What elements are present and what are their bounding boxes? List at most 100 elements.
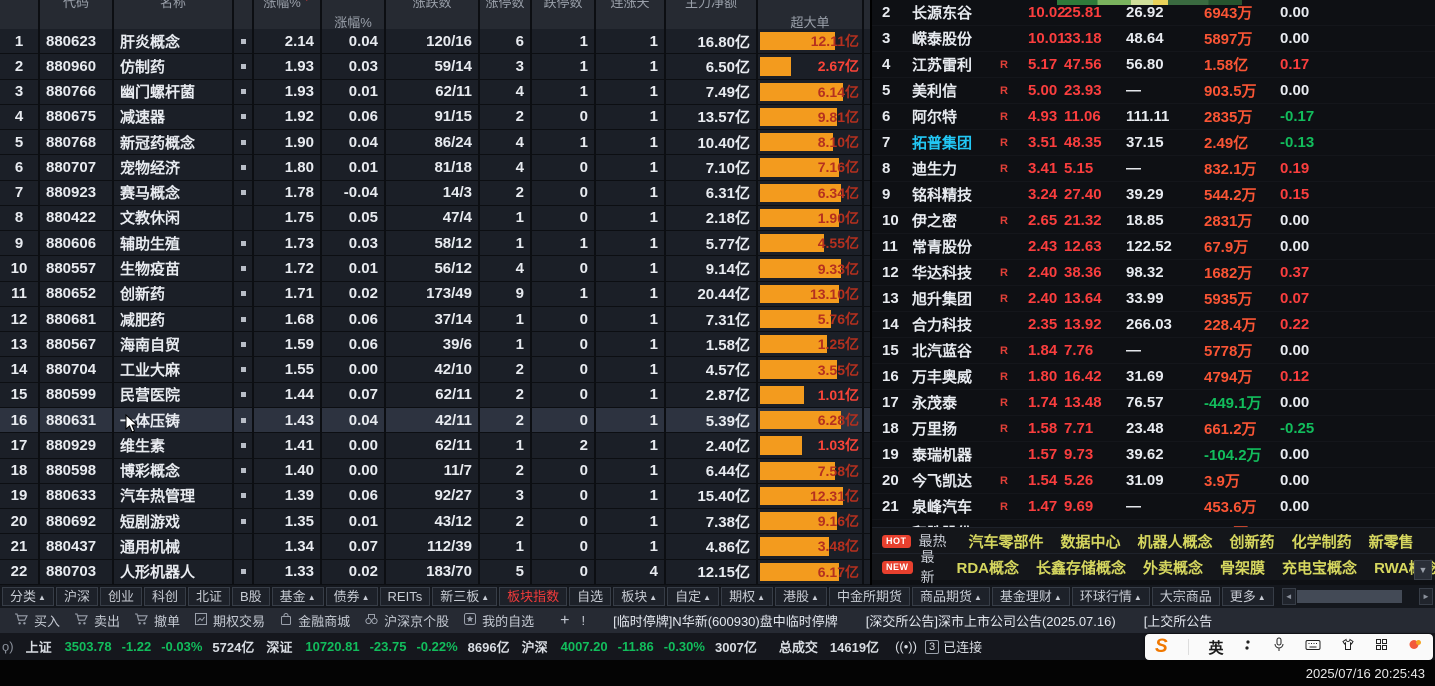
stock-row[interactable]: 9 铭科精技 3.24 27.40 39.29 544.2万 0.15 <box>872 182 1435 208</box>
tab-科创[interactable]: 科创 <box>143 587 186 606</box>
tab-基金[interactable]: 基金 ▲ <box>271 587 324 606</box>
alert-icon[interactable]: ! <box>581 613 586 628</box>
tab-北证[interactable]: 北证 <box>187 587 230 606</box>
tab-B股[interactable]: B股 <box>232 587 270 606</box>
tab-商品期货[interactable]: 商品期货 ▲ <box>911 587 990 606</box>
toolbar-button-金融商城[interactable]: 金融商城 <box>279 611 350 630</box>
tab-创业[interactable]: 创业 <box>99 587 142 606</box>
sector-row[interactable]: 3 880766 幽门螺杆菌 1.93 0.01 62/11 4 1 1 7.49亿 6.14亿 <box>0 79 870 105</box>
scroll-right-icon[interactable]: ► <box>1419 588 1433 605</box>
sector-row[interactable]: 22 880703 人形机器人 1.33 0.02 183/70 5 0 4 12.15亿 6.17… <box>0 559 870 585</box>
sector-row[interactable]: 4 880675 减速器 1.92 0.06 91/15 2 0 1 13.57亿 9.81亿 <box>0 104 870 131</box>
sector-row[interactable]: 8 880422 文教休闲 1.75 0.05 47/4 1 0 1 2.18亿 1.90亿 <box>0 205 870 232</box>
stock-row[interactable]: 10 伊之密 R 2.65 21.32 18.85 2831万 0.00 <box>872 208 1435 234</box>
sector-row[interactable]: 19 880633 汽车热管理 1.39 0.06 92/27 3 0 1 15.40亿 12.31… <box>0 483 870 510</box>
tab-新三板[interactable]: 新三板 ▲ <box>432 587 498 606</box>
sector-tag[interactable]: 长鑫存储概念 <box>1036 559 1127 577</box>
scroll-thumb[interactable] <box>1296 590 1402 603</box>
scroll-left-icon[interactable]: ◄ <box>1281 588 1296 605</box>
sector-tag[interactable]: 新零售 <box>1368 533 1414 551</box>
announcement-ticker[interactable]: [临时停牌]N华新(600930)盘中临时停牌 <box>613 614 838 629</box>
toolbar-button-沪深京个股[interactable]: 沪深京个股 <box>364 611 449 630</box>
stock-row[interactable]: 8 迪生力 R 3.41 5.15 — 832.1万 0.19 <box>872 156 1435 182</box>
emoji-icon[interactable] <box>1408 638 1423 656</box>
tab-板块指数[interactable]: 板块指数 <box>499 587 568 606</box>
sector-row[interactable]: 17 880929 维生素 1.41 0.00 62/11 1 2 1 2.40亿 1.03亿 <box>0 433 870 459</box>
stock-row[interactable]: 12 华达科技 R 2.40 38.36 98.32 1682万 0.37 <box>872 260 1435 286</box>
stock-row[interactable]: 3 嵘泰股份 10.01 33.18 48.64 5897万 0.00 <box>872 26 1435 52</box>
mic-icon[interactable] <box>1273 637 1285 657</box>
tab-环球行情[interactable]: 环球行情 ▲ <box>1071 587 1150 606</box>
toolbar-button-撤单[interactable]: 撤单 <box>134 611 180 630</box>
sector-tag[interactable]: 数据中心 <box>1060 533 1121 551</box>
tab-板块[interactable]: 板块 ▲ <box>613 587 666 606</box>
stock-row[interactable]: 13 旭升集团 R 2.40 13.64 33.99 5935万 0.07 <box>872 286 1435 312</box>
add-button[interactable]: + <box>560 611 570 629</box>
sector-row[interactable]: 16 880631 一体压铸 1.43 0.04 42/11 2 0 1 5.39亿 6.28亿 <box>0 407 870 434</box>
sector-row[interactable]: 21 880437 通用机械 1.34 0.07 112/39 1 0 1 4.86亿 3.48亿 <box>0 534 870 560</box>
scroll-down-button[interactable]: ▼ <box>1414 560 1432 580</box>
stock-row[interactable]: 17 永茂泰 R 1.74 13.48 76.57 -449.1万 0.00 <box>872 390 1435 416</box>
tab-REITs[interactable]: REITs <box>379 587 431 606</box>
stock-row[interactable]: 11 常青股份 2.43 12.63 122.52 67.9万 0.00 <box>872 234 1435 260</box>
sector-row[interactable]: 11 880652 创新药 1.71 0.02 173/49 9 1 1 20.44亿 13.10亿 <box>0 281 870 307</box>
sector-row[interactable]: 7 880923 赛马概念 1.78 -0.04 14/3 2 0 1 6.31亿 6.34亿 <box>0 180 870 206</box>
stock-row[interactable]: 6 阿尔特 R 4.93 11.06 111.11 2835万 -0.17 <box>872 104 1435 130</box>
tab-港股[interactable]: 港股 ▲ <box>775 587 827 606</box>
sector-tag[interactable]: 骨架膜 <box>1220 559 1266 577</box>
tab-债券[interactable]: 债券 ▲ <box>325 587 378 606</box>
grid-icon[interactable] <box>1375 638 1388 656</box>
stock-row[interactable]: 19 泰瑞机器 1.57 9.73 39.62 -104.2万 0.00 <box>872 442 1435 468</box>
sector-tag[interactable]: 外卖概念 <box>1143 559 1204 577</box>
sector-row[interactable]: 15 880599 民营医院 1.44 0.07 62/11 2 0 1 2.87亿 1.01亿 <box>0 382 870 408</box>
sector-tag[interactable]: 机器人概念 <box>1137 533 1213 551</box>
stock-row[interactable]: 20 今飞凯达 R 1.54 5.26 31.09 3.9万 0.00 <box>872 468 1435 494</box>
toolbar-button-买入[interactable]: 买入 <box>14 611 60 630</box>
stock-row[interactable]: 16 万丰奥威 R 1.80 16.42 31.69 4794万 0.12 <box>872 364 1435 390</box>
sector-row[interactable]: 6 880707 宠物经济 1.80 0.01 81/18 4 0 1 7.10亿 7.16亿 <box>0 155 870 181</box>
stock-row[interactable]: 15 北汽蓝谷 R 1.84 7.76 — 5778万 0.00 <box>872 338 1435 364</box>
tab-期权[interactable]: 期权 ▲ <box>721 587 773 606</box>
sector-tag[interactable]: 化学制药 <box>1291 533 1352 551</box>
stock-row[interactable]: 2 长源东谷 10.02 25.81 26.92 6943万 0.00 <box>872 0 1435 26</box>
sector-tag[interactable]: 充电宝概念 <box>1282 559 1358 577</box>
tab-沪深[interactable]: 沪深 <box>55 587 98 606</box>
stock-row[interactable]: 18 万里扬 R 1.58 7.71 23.48 661.2万 -0.25 <box>872 416 1435 442</box>
ime-language-toggle[interactable]: 英 <box>1208 639 1224 657</box>
sector-row[interactable]: 10 880557 生物疫苗 1.72 0.01 56/12 4 0 1 9.14亿 9.33亿 <box>0 256 870 282</box>
sector-tag[interactable]: 创新药 <box>1229 533 1275 551</box>
shirt-icon[interactable] <box>1341 638 1355 656</box>
toolbar-button-卖出[interactable]: 卖出 <box>74 611 120 630</box>
sogou-logo-icon[interactable]: S <box>1154 636 1168 657</box>
sector-row[interactable]: 12 880681 减肥药 1.68 0.06 37/14 1 0 1 7.31亿 5.76亿 <box>0 306 870 333</box>
stock-row[interactable]: 21 泉峰汽车 R 1.47 9.69 — 453.6万 0.00 <box>872 494 1435 520</box>
toolbar-button-期权交易[interactable]: 期权交易 <box>194 611 265 630</box>
keyboard-icon[interactable] <box>1305 638 1321 656</box>
stock-row[interactable]: 14 合力科技 2.35 13.92 266.03 228.4万 0.22 <box>872 312 1435 338</box>
sector-tag[interactable]: RDA概念 <box>956 559 1020 577</box>
announcement-ticker[interactable]: [上交所公告 <box>1143 614 1213 629</box>
sector-tag[interactable]: 汽车零部件 <box>968 533 1044 551</box>
dots-icon[interactable] <box>1243 638 1253 657</box>
announcement-ticker[interactable]: [深交所公告]深市上市公司公告(2025.07.16) <box>865 614 1116 629</box>
tab-分类[interactable]: 分类 ▲ <box>2 587 54 606</box>
tab-中金所期货[interactable]: 中金所期货 <box>828 587 910 606</box>
toolbar-button-我的自选[interactable]: 我的自选 <box>463 611 534 630</box>
sector-row[interactable]: 5 880768 新冠药概念 1.90 0.04 86/24 4 1 1 10.40亿 8.10亿 <box>0 130 870 156</box>
stock-row[interactable]: 4 江苏雷利 R 5.17 47.56 56.80 1.58亿 0.17 <box>872 52 1435 78</box>
tab-scrollbar[interactable]: ◄ <box>1281 588 1403 605</box>
sector-row[interactable]: 14 880704 工业大麻 1.55 0.00 42/10 2 0 1 4.57亿 3.55亿 <box>0 357 870 383</box>
sector-row[interactable]: 18 880598 博彩概念 1.40 0.00 11/7 2 0 1 6.44亿 7.58亿 <box>0 458 870 484</box>
sector-row[interactable]: 13 880567 海南自贸 1.59 0.06 39/6 1 0 1 1.58亿 1.25亿 <box>0 332 870 358</box>
tab-更多[interactable]: 更多 ▲ <box>1221 587 1274 606</box>
sector-row[interactable]: 1 880623 肝炎概念 2.14 0.04 120/16 6 1 1 16.80亿 12.11亿 <box>0 29 870 55</box>
tab-大宗商品[interactable]: 大宗商品 <box>1151 587 1220 606</box>
stock-row[interactable]: 7 拓普集团 R 3.51 48.35 37.15 2.49亿 -0.13 <box>872 130 1435 156</box>
sector-row[interactable]: 20 880692 短剧游戏 1.35 0.01 43/12 2 0 1 7.38亿 9.16亿 <box>0 509 870 535</box>
tab-自选[interactable]: 自选 <box>569 587 612 606</box>
stock-row[interactable]: 5 美利信 R 5.00 23.93 — 903.5万 0.00 <box>872 78 1435 104</box>
sector-row[interactable]: 9 880606 辅助生殖 1.73 0.03 58/12 1 1 1 5.77亿 4.55亿 <box>0 231 870 257</box>
sector-row[interactable]: 2 880960 仿制药 1.93 0.03 59/14 3 1 1 6.50亿 2.67亿 <box>0 54 870 80</box>
tab-自定[interactable]: 自定 ▲ <box>667 587 720 606</box>
tab-基金理财[interactable]: 基金理财 ▲ <box>991 587 1070 606</box>
